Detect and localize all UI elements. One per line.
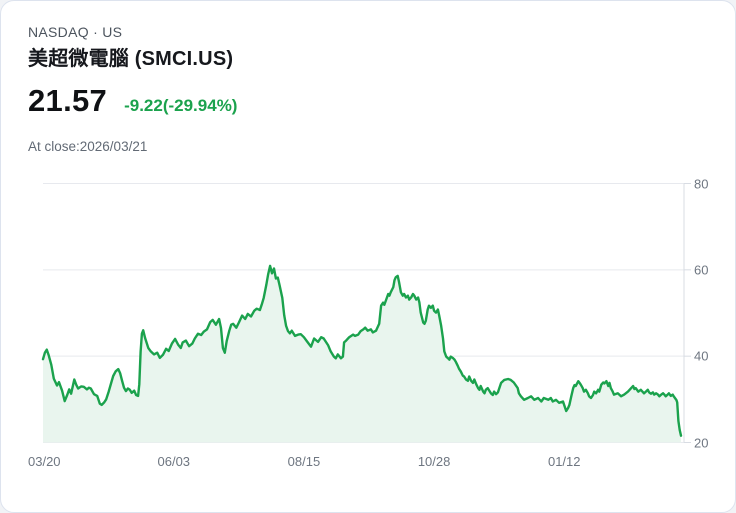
- price-line: [41, 264, 683, 437]
- price-row: 21.57 -9.22(-29.94%): [28, 85, 237, 117]
- market-exchange-label: NASDAQ · US: [28, 24, 123, 40]
- x-axis-label: 01/12: [547, 454, 581, 469]
- y-axis-label: 80: [694, 176, 709, 191]
- at-close-label: At close:2026/03/21: [28, 139, 148, 154]
- x-axis-label: 08/15: [287, 454, 321, 469]
- y-axis-label: 40: [694, 348, 709, 364]
- x-axis-label: 10/28: [417, 454, 451, 469]
- last-price: 21.57: [28, 83, 108, 118]
- price-change: -9.22(-29.94%): [124, 96, 238, 115]
- price-area: [43, 265, 681, 443]
- x-axis-label: 03/20: [27, 454, 61, 469]
- y-axis-label: 20: [694, 435, 709, 450]
- y-axis-label: 60: [694, 262, 709, 278]
- x-axis-label: 06/03: [157, 454, 191, 469]
- stock-title: 美超微電腦 (SMCI.US): [28, 48, 234, 70]
